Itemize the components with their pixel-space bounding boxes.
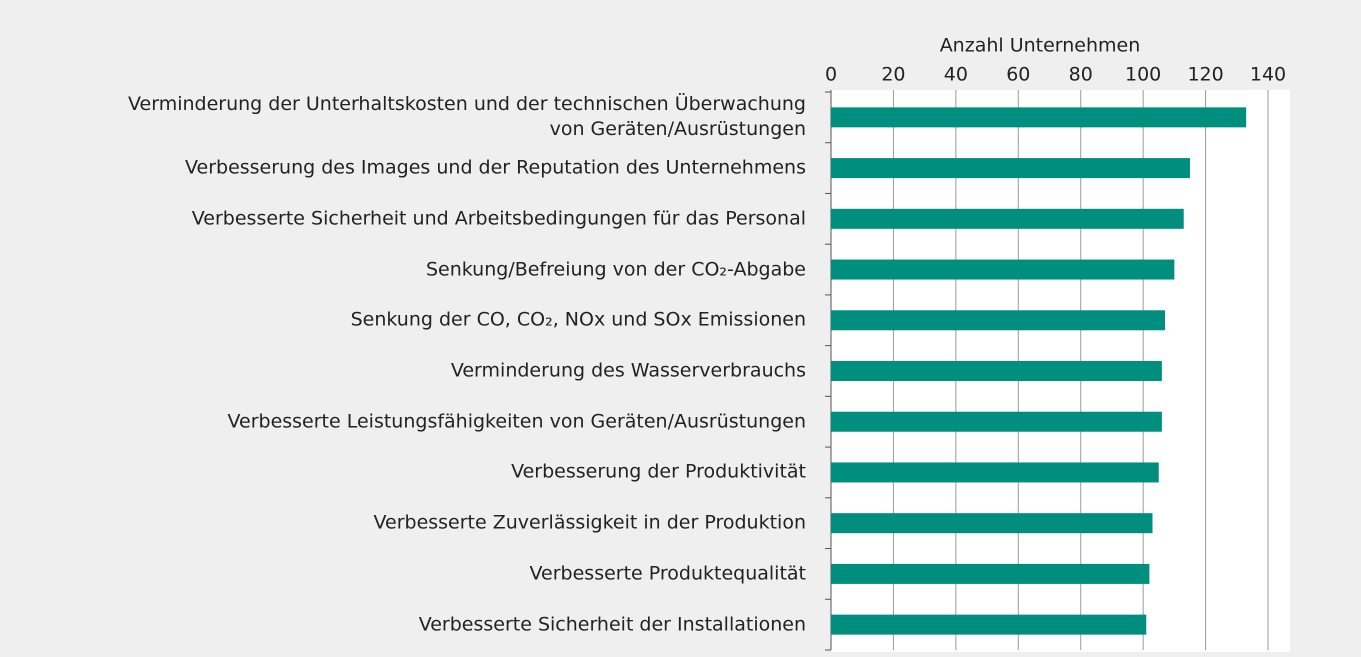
bar	[831, 158, 1190, 179]
category-label: Senkung/Befreiung von der CO₂-Abgabe	[425, 258, 806, 281]
x-tick-label: 120	[1187, 64, 1223, 86]
category-label: Verminderung des Wasserverbrauchs	[450, 359, 806, 382]
category-label: Verbesserung des Images und der Reputati…	[184, 156, 806, 179]
bar	[831, 259, 1175, 280]
x-tick-label: 100	[1125, 64, 1161, 86]
bar	[831, 614, 1147, 635]
category-label: Verbesserte Produktequalität	[529, 562, 806, 585]
x-axis-title: Anzahl Unternehmen	[940, 35, 1141, 57]
bar	[831, 563, 1150, 584]
category-label: Verbesserung der Produktivität	[511, 460, 806, 483]
category-label: Senkung der CO, CO₂, NOx und SOx Emissio…	[350, 308, 806, 331]
bar	[831, 208, 1184, 229]
category-label: Verbesserte Leistungsfähigkeiten von Ger…	[227, 410, 806, 433]
bar	[831, 107, 1247, 128]
x-tick-label: 60	[1006, 64, 1030, 86]
x-tick-label: 0	[825, 64, 837, 86]
bar	[831, 513, 1153, 534]
x-tick-label: 40	[944, 64, 968, 86]
category-label: Verminderung der Unterhaltskosten und de…	[128, 93, 806, 141]
bar	[831, 310, 1165, 331]
bar	[831, 462, 1159, 483]
category-label: Verbesserte Sicherheit der Installatione…	[418, 613, 806, 636]
bar	[831, 361, 1162, 381]
bar	[831, 411, 1162, 432]
x-tick-label: 20	[881, 64, 905, 86]
category-label: Verbesserte Sicherheit und Arbeitsbeding…	[191, 207, 806, 230]
x-tick-label: 80	[1069, 64, 1093, 86]
x-tick-label: 140	[1250, 64, 1286, 86]
category-label: Verbesserte Zuverlässigkeit in der Produ…	[373, 511, 806, 534]
